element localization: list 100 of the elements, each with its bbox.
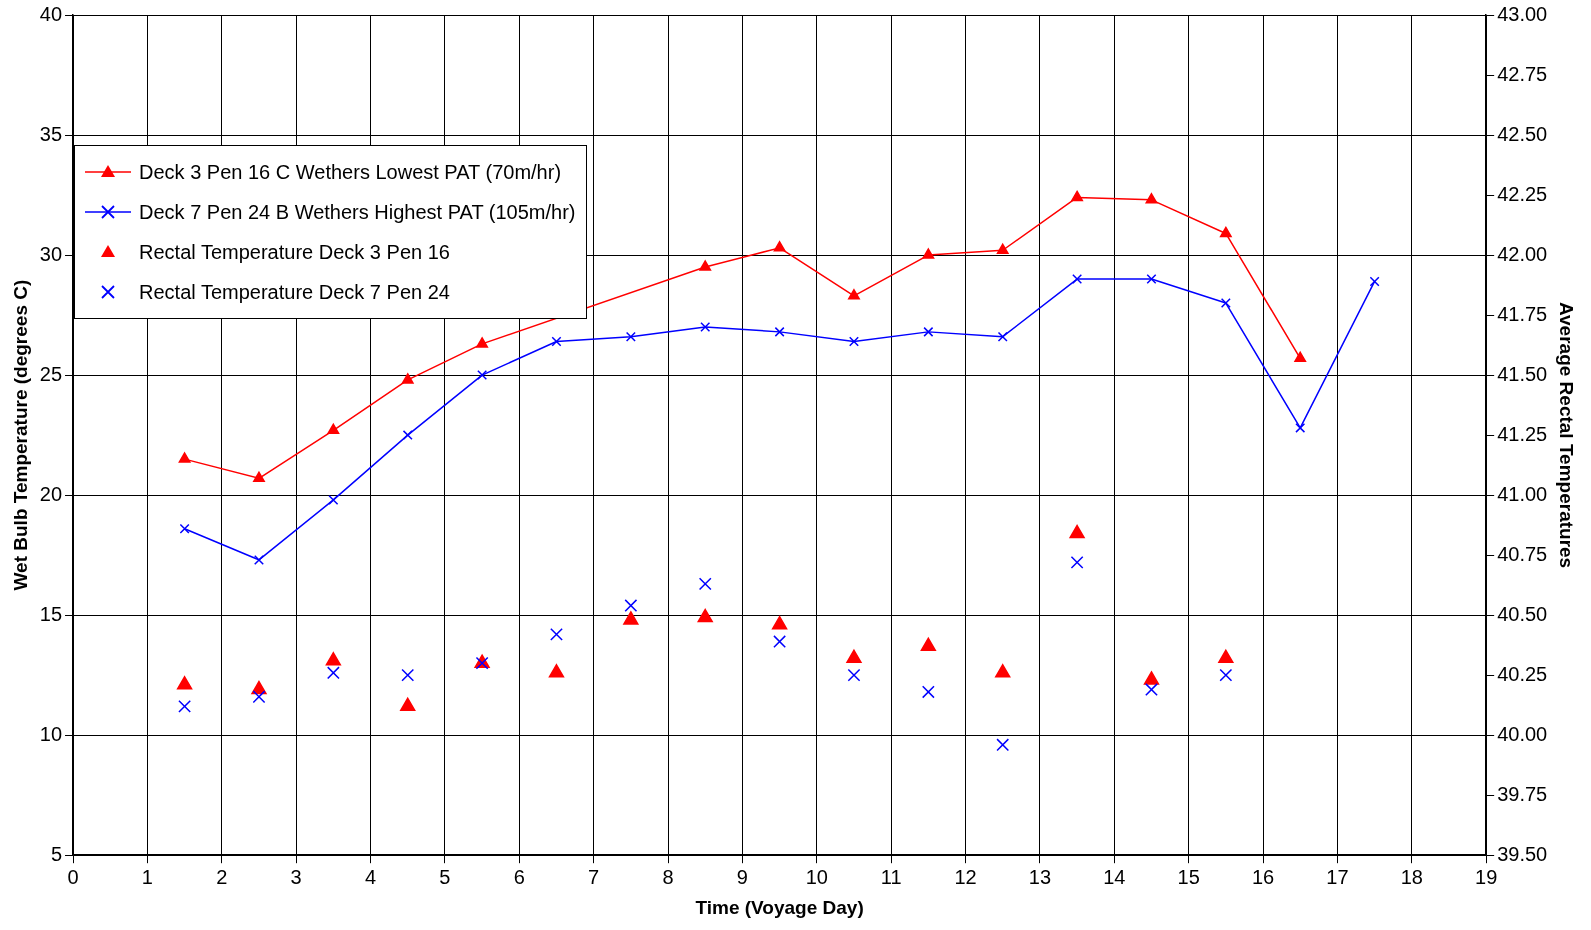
point	[400, 697, 416, 712]
y2-tick-label: 41.75	[1497, 302, 1548, 325]
point	[178, 452, 191, 463]
y2-tick-label: 42.75	[1497, 62, 1548, 85]
point	[1069, 524, 1085, 539]
point	[995, 664, 1011, 678]
x-tick-label: 19	[1475, 865, 1498, 888]
x-tick-label: 7	[588, 865, 600, 888]
point	[252, 690, 266, 704]
point	[774, 326, 785, 337]
x-tick-label: 17	[1326, 865, 1349, 888]
point	[178, 699, 192, 713]
x-tick-label: 13	[1028, 865, 1052, 888]
point	[846, 649, 862, 664]
point	[1294, 351, 1307, 363]
y-tick-label: 20	[39, 482, 63, 505]
x-tick-label: 0	[67, 865, 79, 888]
point	[476, 337, 489, 348]
point	[847, 668, 861, 682]
x-tick-label: 16	[1251, 865, 1275, 888]
y-tick-label: 25	[39, 362, 63, 385]
x-tick-label: 14	[1103, 865, 1126, 888]
y2-axis-title: Average Rectal Temperatures	[1556, 302, 1578, 569]
point	[1072, 274, 1083, 285]
point	[1146, 274, 1157, 285]
y2-tick-label: 40.50	[1497, 602, 1548, 625]
y2-tick-label: 42.50	[1497, 122, 1548, 145]
point	[401, 668, 415, 682]
legend-label: Rectal Temperature Deck 7 Pen 24	[139, 280, 450, 304]
y-tick-label: 35	[39, 122, 63, 145]
point	[1369, 276, 1380, 287]
point	[1145, 683, 1158, 696]
x-tick-label: 9	[736, 865, 748, 888]
y2-tick-label: 42.25	[1497, 182, 1548, 205]
point	[328, 494, 339, 505]
y-tick-label: 10	[39, 722, 63, 745]
y-tick-label: 15	[39, 602, 63, 625]
y2-tick-label: 41.00	[1497, 482, 1548, 505]
point	[996, 738, 1010, 752]
y2-tick-label: 40.25	[1497, 662, 1548, 685]
point	[1143, 671, 1160, 685]
point	[326, 666, 340, 680]
point	[327, 423, 340, 435]
point	[401, 373, 414, 384]
y-tick-label: 30	[39, 242, 63, 265]
point	[1218, 649, 1234, 664]
point	[1145, 193, 1158, 204]
x-axis-title: Time (Voyage Day)	[695, 896, 864, 918]
y-tick-label: 5	[50, 842, 63, 865]
y-axis-title: Wet Bulb Temperature (degrees C)	[9, 279, 31, 591]
y2-tick-label: 41.50	[1497, 362, 1548, 385]
point	[325, 652, 342, 666]
point	[1219, 226, 1232, 238]
point	[920, 637, 937, 652]
y2-tick-label: 42.00	[1497, 242, 1548, 265]
y2-tick-label: 39.50	[1497, 842, 1548, 865]
point	[1220, 298, 1231, 309]
legend-label: Rectal Temperature Deck 3 Pen 16	[139, 240, 450, 264]
point	[1295, 422, 1306, 433]
legend-label: Deck 7 Pen 24 B Wethers Highest PAT (105m/hr)	[139, 200, 576, 224]
point	[848, 289, 860, 300]
point	[773, 635, 787, 648]
point	[700, 322, 711, 333]
point	[922, 248, 935, 259]
point	[402, 430, 413, 441]
point	[921, 685, 935, 699]
y2-tick-label: 40.75	[1497, 542, 1548, 565]
y2-tick-label: 41.25	[1497, 422, 1548, 445]
point	[1071, 190, 1084, 202]
point	[625, 331, 636, 342]
point	[179, 523, 190, 534]
y-tick-label: 40	[39, 2, 63, 25]
point	[1070, 555, 1084, 569]
point	[771, 616, 788, 630]
legend-label: Deck 3 Pen 16 C Wethers Lowest PAT (70m/hr)	[139, 160, 562, 184]
x-tick-label: 5	[439, 865, 451, 888]
point	[923, 326, 934, 337]
y2-tick-label: 43.00	[1497, 2, 1548, 25]
x-tick-label: 11	[880, 865, 902, 888]
x-tick-label: 4	[364, 865, 377, 888]
point	[996, 243, 1009, 255]
point	[176, 676, 193, 690]
x-tick-label: 18	[1400, 865, 1423, 888]
point	[548, 664, 565, 678]
point	[477, 370, 488, 381]
x-tick-label: 12	[954, 865, 977, 888]
point	[253, 471, 265, 483]
point	[997, 331, 1008, 342]
x-tick-label: 6	[513, 865, 525, 888]
point	[698, 577, 712, 591]
x-tick-label: 2	[216, 865, 228, 888]
point	[697, 608, 713, 623]
point	[773, 241, 786, 252]
point	[624, 599, 638, 612]
x-tick-label: 1	[141, 865, 153, 888]
x-tick-label: 15	[1177, 865, 1200, 888]
point	[551, 336, 562, 347]
x-tick-label: 8	[662, 865, 674, 888]
point	[699, 260, 712, 271]
point	[848, 336, 859, 347]
